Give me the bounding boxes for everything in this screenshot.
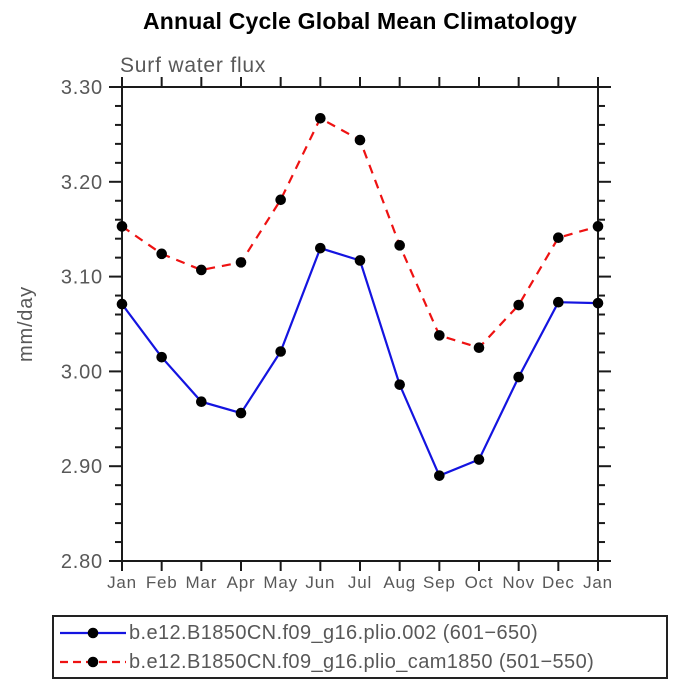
legend-line-sample-dashed [60,656,126,667]
data-point-marker [196,264,207,276]
x-axis-tick-label: Feb [146,573,178,592]
legend-marker-dot [87,627,99,638]
series-line-dashed [121,116,599,349]
chart-title: Annual Cycle Global Mean Climatology [142,8,578,34]
y-axis-tick-label: 3.30 [61,77,103,99]
x-axis-tick-label: Dec [542,573,575,592]
data-point-marker [235,407,247,419]
y-axis-tick-label: 3.00 [61,361,103,383]
data-point-marker [394,379,405,390]
legend-box: b.e12.B1850CN.f09_g16.plio.002 (601−650)… [52,615,668,679]
x-axis-tick-label: Jan [583,573,613,592]
data-point-marker [394,240,405,251]
x-axis-tick-label: Sep [423,573,456,592]
x-axis-tick-label: Jan [107,573,137,592]
data-point-marker [513,371,524,383]
legend-line-sample-solid [60,627,126,638]
data-point-marker [354,134,366,146]
data-point-marker [315,112,326,124]
data-point-marker [434,330,445,341]
data-point-marker [196,396,207,408]
x-axis-tick-label: Jun [305,573,335,592]
x-axis-tick-label: Nov [502,573,535,592]
y-axis-tick-label: 2.80 [61,551,103,573]
data-point-marker [156,351,167,363]
data-point-marker [156,248,167,260]
data-point-marker [116,221,128,232]
data-point-marker [553,232,564,244]
legend-marker-dot [87,656,99,667]
y-axis-tick-label: 3.10 [61,267,103,289]
x-axis-tick-label: Aug [383,573,416,592]
legend-label: b.e12.B1850CN.f09_g16.plio.002 (601−650) [129,621,539,644]
chart-subtitle: Surf water flux [120,54,266,77]
legend-item-red: b.e12.B1850CN.f09_g16.plio_cam1850 (501−… [57,648,666,675]
data-point-marker [553,296,564,308]
data-point-marker [235,257,247,268]
plot-frame [121,86,599,562]
data-point-marker [434,470,445,481]
data-point-marker [592,297,604,309]
chart-canvas: Surf water flux mm/day Jan Feb Mar Apr May Jun J… [15,54,613,592]
series-line-solid [121,246,599,478]
x-axis-tick-label: Mar [185,573,217,592]
data-point-marker [116,298,128,310]
data-point-marker [275,346,286,357]
legend-label: b.e12.B1850CN.f09_g16.plio_cam1850 (501−… [129,650,595,673]
x-axis-tick-label: Apr [227,573,256,592]
x-axis-tick-label: May [263,573,298,592]
data-point-marker [473,342,485,354]
legend-item-blue: b.e12.B1850CN.f09_g16.plio.002 (601−650) [57,619,666,646]
data-point-marker [592,221,604,232]
y-axis-tick-label: 2.90 [61,456,103,478]
data-point-marker [354,255,366,266]
data-point-marker [473,454,485,465]
x-axis-tick-label: Oct [465,573,494,592]
x-axis-tick-label: Jul [348,573,372,592]
data-point-marker [315,242,326,254]
y-axis-tick-label: 3.20 [61,172,103,194]
y-axis-title: mm/day [15,286,37,362]
data-point-marker [275,194,286,206]
data-point-marker [513,299,524,311]
